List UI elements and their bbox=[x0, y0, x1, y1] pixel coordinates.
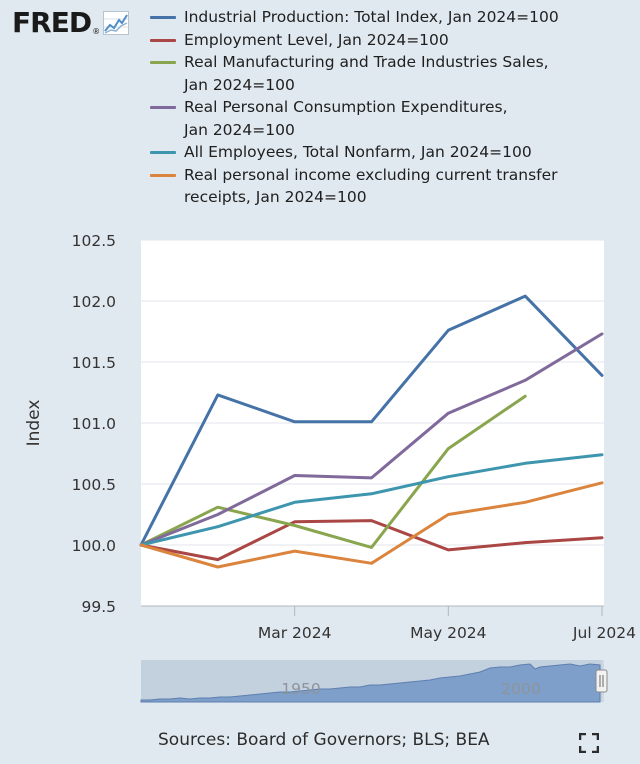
legend-label-continued: Jan 2024=100 bbox=[184, 75, 295, 94]
legend-label: Real Manufacturing and Trade Industries … bbox=[184, 53, 549, 71]
logo-text: FRED bbox=[12, 6, 92, 39]
fred-logo[interactable]: FRED ® bbox=[12, 6, 130, 39]
legend-item[interactable]: Real Personal Consumption Expenditures, … bbox=[150, 96, 630, 141]
trend-graph-icon bbox=[103, 11, 130, 35]
y-axis-label: Index bbox=[24, 400, 44, 447]
navigator-series bbox=[140, 663, 601, 703]
y-tick-label: 102.5 bbox=[72, 232, 116, 250]
navigator-handle[interactable] bbox=[595, 669, 608, 693]
series-lines bbox=[139, 294, 604, 569]
legend-label: Real Personal Consumption Expenditures, bbox=[184, 98, 508, 116]
legend-item[interactable]: All Employees, Total Nonfarm, Jan 2024=1… bbox=[150, 141, 630, 164]
legend-swatch bbox=[150, 106, 176, 109]
legend-swatch bbox=[150, 61, 176, 64]
y-tick-label: 100.0 bbox=[72, 537, 116, 555]
legend-label-continued: receipts, Jan 2024=100 bbox=[184, 188, 367, 206]
x-tick-label: Mar 2024 bbox=[258, 624, 332, 642]
legend-item[interactable]: Employment Level, Jan 2024=100 bbox=[150, 29, 630, 52]
x-tick-label: May 2024 bbox=[410, 624, 486, 642]
logo-registered-mark: ® bbox=[92, 27, 101, 36]
series-line[interactable] bbox=[139, 519, 604, 562]
x-axis-ticks: Mar 2024 May 2024 Jul 2024 bbox=[141, 605, 636, 642]
fullscreen-icon[interactable] bbox=[579, 733, 599, 753]
series-line[interactable] bbox=[139, 453, 604, 547]
y-axis-ticks: 99.5 100.0 100.5 101.0 101.5 102.0 102.5 bbox=[72, 232, 116, 616]
legend-swatch bbox=[150, 151, 176, 154]
sources-note: Sources: Board of Governors; BLS; BEA bbox=[158, 730, 490, 750]
legend-label: Real personal income excluding current t… bbox=[184, 165, 558, 184]
legend-label: Employment Level, Jan 2024=100 bbox=[184, 30, 449, 49]
series-line[interactable] bbox=[139, 294, 604, 547]
range-navigator[interactable]: 1950 2000 bbox=[140, 660, 608, 703]
y-tick-label: 100.5 bbox=[72, 476, 116, 494]
series-line[interactable] bbox=[139, 394, 527, 549]
legend-swatch bbox=[150, 16, 176, 19]
legend-swatch bbox=[150, 38, 176, 42]
navigator-label: 1950 bbox=[281, 680, 320, 698]
x-tick-label: Jul 2024 bbox=[572, 624, 636, 642]
chart-legend: Industrial Production: Total Index, Jan … bbox=[150, 6, 630, 209]
legend-swatch bbox=[150, 173, 176, 177]
series-line[interactable] bbox=[139, 332, 604, 547]
navigator-label: 2000 bbox=[501, 680, 540, 698]
legend-label-continued: Jan 2024=100 bbox=[184, 120, 295, 139]
legend-label: Industrial Production: Total Index, Jan … bbox=[184, 8, 559, 26]
legend-item[interactable]: Real personal income excluding current t… bbox=[150, 164, 630, 209]
y-tick-label: 102.0 bbox=[72, 293, 116, 311]
legend-item[interactable]: Industrial Production: Total Index, Jan … bbox=[150, 6, 630, 29]
series-line[interactable] bbox=[139, 481, 604, 569]
y-tick-label: 101.0 bbox=[72, 415, 116, 433]
y-tick-label: 99.5 bbox=[81, 598, 116, 616]
legend-label: All Employees, Total Nonfarm, Jan 2024=1… bbox=[184, 143, 532, 161]
y-tick-label: 101.5 bbox=[72, 354, 116, 372]
legend-item[interactable]: Real Manufacturing and Trade Industries … bbox=[150, 51, 630, 96]
